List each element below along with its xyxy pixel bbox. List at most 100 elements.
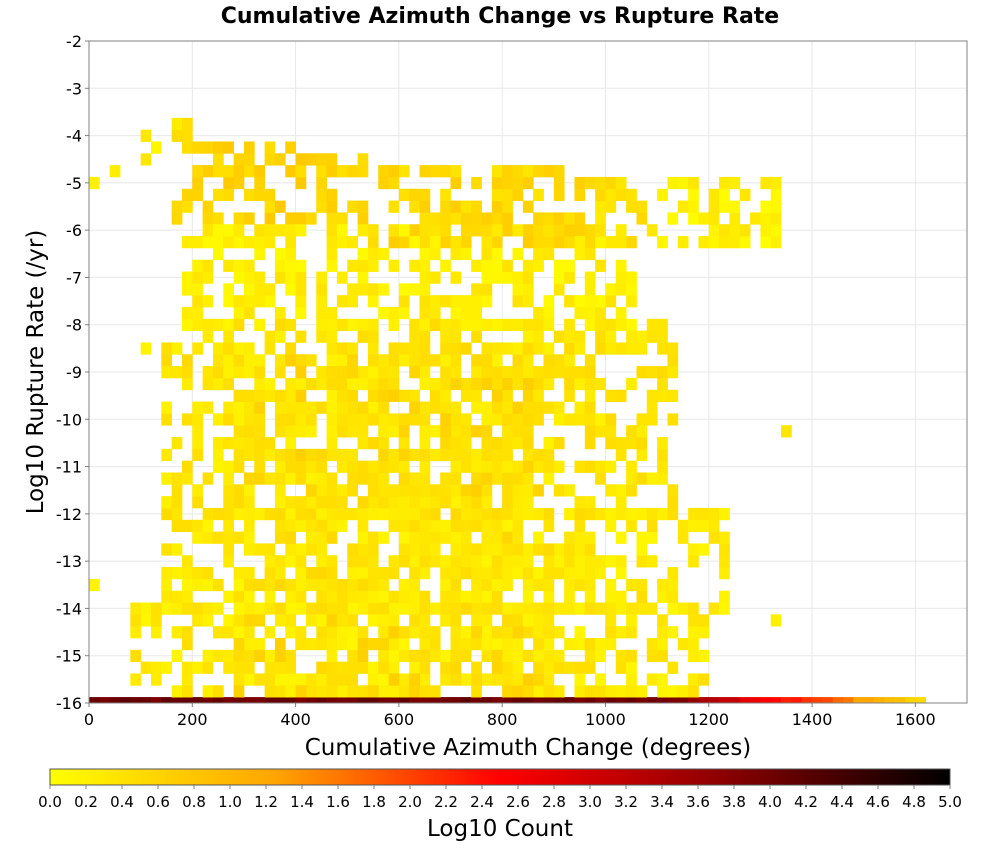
heatmap-cell bbox=[223, 555, 235, 568]
heatmap-cell bbox=[719, 176, 730, 190]
heatmap-cell bbox=[326, 200, 338, 213]
heatmap-cell bbox=[347, 448, 358, 462]
heatmap-cell bbox=[171, 567, 183, 580]
heatmap-cell bbox=[347, 389, 358, 402]
heatmap-cell bbox=[316, 283, 327, 296]
heatmap-cell bbox=[491, 543, 503, 556]
heatmap-cell bbox=[181, 236, 193, 249]
heatmap-cell bbox=[419, 354, 431, 367]
heatmap-cell bbox=[295, 354, 307, 367]
heatmap-cell bbox=[378, 306, 389, 320]
heatmap-cell bbox=[440, 188, 451, 201]
heatmap-cell bbox=[605, 578, 617, 592]
heatmap-cell bbox=[595, 306, 606, 320]
heatmap-cell bbox=[398, 626, 410, 639]
heatmap-cell bbox=[295, 425, 307, 438]
heatmap-cell bbox=[398, 578, 410, 592]
heatmap-cell bbox=[274, 247, 286, 261]
heatmap-cell bbox=[243, 543, 255, 556]
heatmap-cell bbox=[316, 330, 327, 343]
heatmap-cell bbox=[161, 413, 173, 426]
heatmap-cell bbox=[171, 590, 183, 603]
heatmap-cell bbox=[481, 413, 493, 426]
heatmap-cell bbox=[419, 472, 431, 485]
heatmap-cell bbox=[264, 567, 276, 580]
heatmap-cell bbox=[636, 507, 648, 521]
heatmap-cell bbox=[440, 224, 451, 237]
heatmap-cell bbox=[533, 661, 544, 674]
heatmap-cell bbox=[564, 484, 575, 497]
heatmap-cell bbox=[626, 188, 637, 201]
heatmap-cell bbox=[181, 188, 193, 201]
heatmap-cell bbox=[140, 153, 152, 166]
heatmap-cell bbox=[398, 306, 410, 320]
heatmap-cell bbox=[409, 555, 420, 568]
heatmap-cell bbox=[254, 578, 265, 592]
heatmap-cell bbox=[657, 377, 668, 391]
heatmap-cell bbox=[316, 507, 327, 521]
y-tick-label: -16 bbox=[56, 694, 82, 713]
heatmap-cell bbox=[419, 342, 431, 355]
heatmap-cell bbox=[739, 236, 751, 249]
heatmap-cell bbox=[450, 460, 462, 473]
heatmap-cell bbox=[274, 555, 286, 568]
heatmap-cell bbox=[192, 342, 204, 355]
heatmap-cell bbox=[243, 366, 255, 379]
heatmap-cell bbox=[378, 484, 389, 497]
heatmap-cell bbox=[285, 543, 296, 556]
heatmap-cell bbox=[264, 283, 276, 296]
heatmap-cell bbox=[295, 602, 307, 615]
heatmap-cell bbox=[150, 697, 162, 703]
heatmap-cell bbox=[595, 507, 606, 521]
heatmap-cell bbox=[388, 614, 400, 627]
heatmap-cell bbox=[171, 519, 183, 532]
heatmap-cell bbox=[243, 697, 255, 703]
heatmap-cell bbox=[615, 697, 627, 703]
heatmap-cell bbox=[409, 649, 420, 663]
heatmap-cell bbox=[522, 295, 534, 308]
heatmap-cell bbox=[502, 342, 513, 355]
heatmap-cell bbox=[460, 602, 472, 615]
heatmap-cell bbox=[347, 602, 358, 615]
heatmap-cell bbox=[615, 649, 627, 663]
heatmap-cell bbox=[471, 259, 482, 272]
heatmap-cell bbox=[378, 247, 389, 261]
heatmap-cell bbox=[212, 531, 224, 544]
heatmap-cell bbox=[605, 342, 617, 355]
heatmap-cell bbox=[233, 212, 245, 225]
heatmap-cell bbox=[398, 590, 410, 603]
heatmap-cell bbox=[243, 141, 255, 154]
heatmap-cell bbox=[336, 590, 348, 603]
heatmap-cell bbox=[326, 236, 338, 249]
heatmap-cell bbox=[429, 306, 441, 320]
heatmap-cell bbox=[243, 614, 255, 627]
heatmap-cell bbox=[543, 460, 555, 473]
heatmap-cell bbox=[440, 567, 451, 580]
heatmap-cell bbox=[770, 614, 782, 627]
heatmap-cell bbox=[295, 448, 307, 462]
heatmap-cell bbox=[285, 685, 296, 698]
heatmap-cells bbox=[89, 117, 927, 703]
heatmap-cell bbox=[471, 330, 482, 343]
heatmap-cell bbox=[285, 673, 296, 686]
heatmap-cell bbox=[584, 413, 596, 426]
heatmap-cell bbox=[450, 507, 462, 521]
heatmap-cell bbox=[471, 590, 482, 603]
heatmap-cell bbox=[212, 318, 224, 332]
heatmap-cell bbox=[326, 602, 338, 615]
heatmap-cell bbox=[357, 697, 369, 703]
heatmap-cell bbox=[491, 519, 503, 532]
heatmap-cell bbox=[688, 555, 699, 568]
heatmap-cell bbox=[626, 602, 637, 615]
heatmap-cell bbox=[316, 176, 327, 190]
heatmap-cell bbox=[202, 165, 214, 178]
heatmap-cell bbox=[450, 496, 462, 509]
heatmap-cell bbox=[419, 295, 431, 308]
heatmap-cell bbox=[584, 295, 596, 308]
heatmap-cell bbox=[264, 212, 276, 225]
heatmap-cell bbox=[388, 200, 400, 213]
heatmap-cell bbox=[243, 661, 255, 674]
heatmap-cell bbox=[615, 283, 627, 296]
heatmap-cell bbox=[181, 685, 193, 698]
heatmap-cell bbox=[657, 437, 668, 450]
